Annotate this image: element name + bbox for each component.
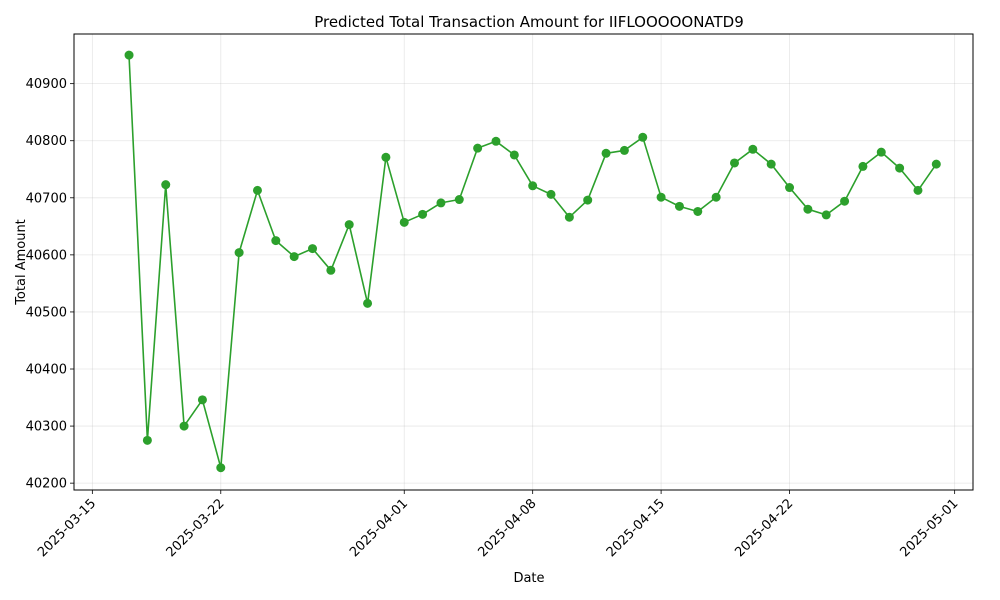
data-point	[252, 185, 262, 195]
data-point	[491, 136, 501, 146]
y-tick-label: 40500	[26, 305, 67, 320]
data-point	[729, 158, 739, 168]
data-point	[197, 395, 207, 405]
data-point	[895, 163, 905, 173]
data-point	[179, 421, 189, 431]
data-point	[564, 212, 574, 222]
data-point	[803, 204, 813, 214]
data-point	[840, 196, 850, 206]
data-point	[454, 195, 464, 205]
data-point	[876, 147, 886, 157]
y-tick-label: 40200	[26, 477, 67, 492]
series-layer	[124, 50, 941, 473]
data-point	[381, 152, 391, 162]
grid	[74, 34, 973, 490]
data-point	[509, 150, 519, 160]
data-point	[785, 183, 795, 193]
data-point	[528, 181, 538, 191]
data-point	[436, 198, 446, 208]
data-point	[418, 209, 428, 219]
data-point	[399, 217, 409, 227]
data-point	[234, 248, 244, 258]
data-point	[216, 463, 226, 473]
data-point	[601, 148, 611, 158]
data-point	[473, 143, 483, 153]
data-point	[821, 210, 831, 220]
data-point	[161, 180, 171, 190]
data-point	[656, 192, 666, 202]
x-axis-label: Date	[513, 571, 544, 586]
y-tick-label: 40400	[26, 363, 67, 378]
y-tick-label: 40800	[26, 134, 67, 149]
data-point	[124, 50, 134, 60]
y-tick-label: 40700	[26, 191, 67, 206]
data-point	[693, 206, 703, 216]
data-point	[271, 236, 281, 246]
data-point	[142, 435, 152, 445]
y-tick-label: 40600	[26, 248, 67, 263]
data-point	[308, 244, 318, 254]
y-axis-label: Total Amount	[14, 219, 29, 306]
chart-title: Predicted Total Transaction Amount for I…	[314, 13, 744, 31]
y-tick-label: 40300	[26, 420, 67, 435]
data-point	[674, 201, 684, 211]
data-point	[766, 159, 776, 169]
data-point	[638, 132, 648, 142]
data-point	[363, 298, 373, 308]
y-tick-label: 40900	[26, 77, 67, 92]
data-point	[858, 161, 868, 171]
data-point	[913, 185, 923, 195]
data-point	[546, 189, 556, 199]
data-point	[711, 192, 721, 202]
plot-frame	[73, 33, 974, 491]
data-point	[289, 252, 299, 262]
data-point	[326, 265, 336, 275]
data-point	[748, 144, 758, 154]
data-point	[583, 195, 593, 205]
data-point	[344, 220, 354, 230]
data-point	[931, 159, 941, 169]
data-point	[619, 145, 629, 155]
